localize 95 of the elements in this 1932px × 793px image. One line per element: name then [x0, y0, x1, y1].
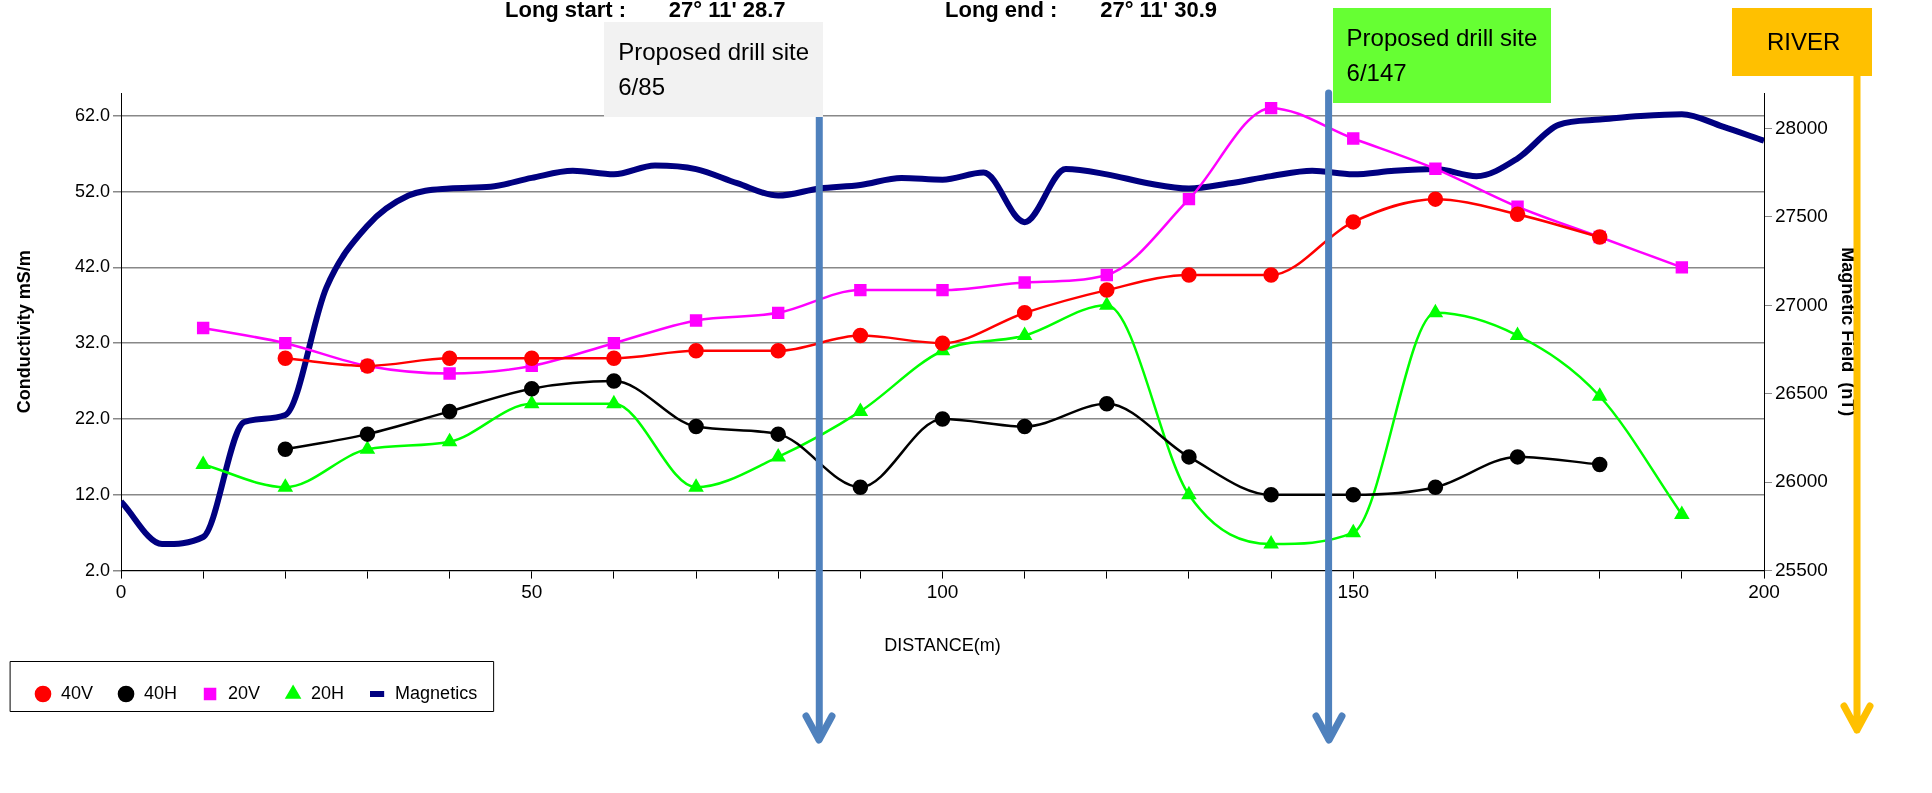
point — [772, 306, 785, 320]
point — [852, 479, 869, 495]
x-tick-label: 0 — [115, 581, 127, 603]
point — [1592, 388, 1607, 401]
point — [1018, 276, 1031, 289]
point — [853, 403, 868, 416]
y-tick-label: 62.0 — [74, 104, 110, 125]
point — [854, 283, 867, 297]
point — [770, 343, 786, 359]
point — [1099, 396, 1115, 412]
point — [1182, 192, 1196, 206]
point — [1429, 162, 1442, 176]
point — [1427, 191, 1444, 207]
x-tick-label: 50 — [521, 581, 543, 603]
point — [524, 396, 539, 409]
point — [1181, 449, 1197, 465]
y-tick-label: 22.0 — [74, 407, 110, 428]
y2-tick-label: 26500 — [1775, 381, 1828, 403]
point — [936, 283, 949, 297]
point — [1264, 101, 1278, 115]
ref-line-label: Proposed drill site 6/147 — [1332, 8, 1552, 103]
point — [359, 426, 376, 442]
point — [278, 479, 293, 492]
point — [442, 433, 457, 447]
point — [524, 380, 540, 397]
point — [771, 449, 786, 462]
y-tick-label: 52.0 — [74, 180, 110, 201]
text: RIVER — [1732, 8, 1872, 76]
legend-label: 20V — [228, 682, 261, 703]
text: Long end : 27° 11' 30.9 — [945, 0, 1218, 23]
point — [1263, 487, 1279, 503]
point — [689, 314, 703, 327]
point — [1509, 206, 1526, 223]
point — [1345, 487, 1361, 503]
x-tick-label: 200 — [1748, 581, 1780, 603]
y-tick-label: 42.0 — [74, 256, 110, 277]
point — [1100, 268, 1113, 282]
point — [607, 336, 621, 350]
point — [1263, 267, 1279, 283]
point — [196, 456, 211, 469]
point — [360, 441, 375, 454]
point — [441, 350, 458, 367]
legend-label: 40H — [144, 682, 178, 703]
point — [1181, 267, 1197, 283]
point — [524, 350, 540, 367]
point — [279, 336, 292, 350]
y2-tick-label: 25500 — [1775, 558, 1828, 580]
point — [1345, 214, 1361, 230]
point — [1509, 449, 1526, 465]
y2-tick-label: 27000 — [1775, 293, 1828, 315]
point — [688, 343, 704, 359]
point — [1099, 297, 1114, 310]
point — [1016, 305, 1033, 321]
point — [770, 426, 786, 442]
point — [1428, 305, 1443, 318]
y2-tick-label: 26000 — [1775, 470, 1828, 492]
point — [1264, 536, 1278, 549]
point — [606, 350, 622, 367]
y-tick-label: 32.0 — [74, 332, 110, 353]
ref-line-label: Proposed drill site 6/85 — [604, 22, 824, 117]
y2-tick-label: 28000 — [1775, 116, 1828, 138]
point — [688, 418, 704, 435]
point — [1346, 524, 1361, 538]
legend-label: 40V — [61, 682, 94, 703]
legend-label: 20H — [311, 682, 345, 703]
point — [441, 403, 458, 420]
legend-label: Magnetics — [395, 682, 478, 703]
point — [1510, 327, 1525, 341]
point — [689, 479, 703, 492]
point — [443, 367, 456, 380]
y-axis-title: Conductivity mS/m — [13, 250, 34, 414]
point — [1099, 282, 1115, 298]
point — [1182, 487, 1196, 500]
point — [1347, 132, 1360, 145]
point — [1016, 418, 1033, 435]
point — [934, 335, 951, 351]
point — [934, 411, 951, 427]
point — [606, 373, 622, 389]
point — [1017, 327, 1032, 341]
text: Long start : 27° 11' 28.7 — [505, 0, 786, 23]
x-tick-label: 100 — [926, 581, 959, 603]
point — [1675, 261, 1689, 274]
x-axis-title: DISTANCE(m) — [884, 635, 1001, 656]
y-tick-label: 12.0 — [74, 483, 110, 504]
point — [277, 441, 294, 458]
point — [1427, 479, 1444, 495]
point — [277, 350, 294, 367]
y2-tick-label: 27500 — [1775, 205, 1828, 227]
point — [196, 321, 210, 335]
point — [1591, 456, 1608, 473]
point — [607, 396, 621, 409]
y-tick-label: 2.0 — [84, 559, 110, 580]
point — [852, 327, 869, 344]
x-tick-label: 150 — [1337, 581, 1370, 603]
point — [1674, 506, 1689, 519]
